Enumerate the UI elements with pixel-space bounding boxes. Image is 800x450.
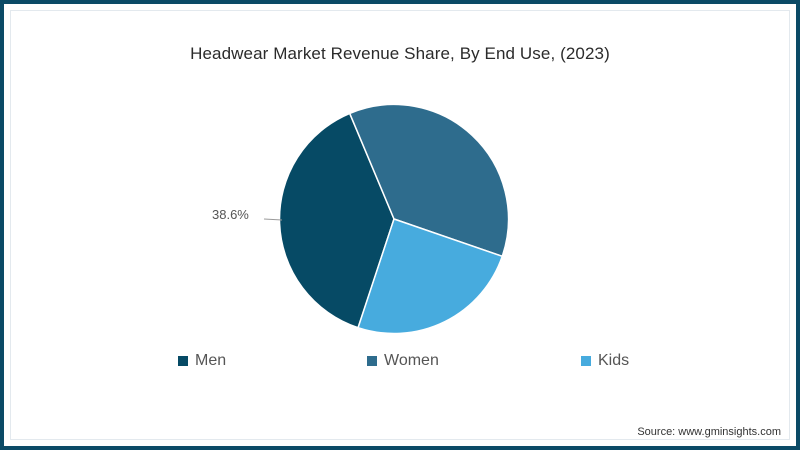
legend-label-kids: Kids [598,352,630,369]
legend-swatch-kids [581,356,591,366]
pie-slice-men[interactable] [278,112,395,329]
legend-item-kids[interactable]: Kids [581,352,629,370]
pie-slices [278,103,510,335]
legend-label-men: Men [195,352,227,369]
legend-swatch-women [367,356,377,366]
legend-item-women[interactable]: Women [367,352,439,370]
legend-swatch-men [178,356,188,366]
legend-label-women: Women [384,352,439,369]
label-leader-line [263,218,283,221]
chart-title: Headwear Market Revenue Share, By End Us… [190,44,610,63]
source-note: Source: www.gminsights.com [637,426,781,438]
legend-item-men[interactable]: Men [178,352,226,370]
legend: Men Women Kids [0,352,800,372]
pie-slice-women[interactable] [348,103,510,258]
pie-slice-kids[interactable] [357,218,503,335]
data-label-men: 38.6% [212,207,249,222]
